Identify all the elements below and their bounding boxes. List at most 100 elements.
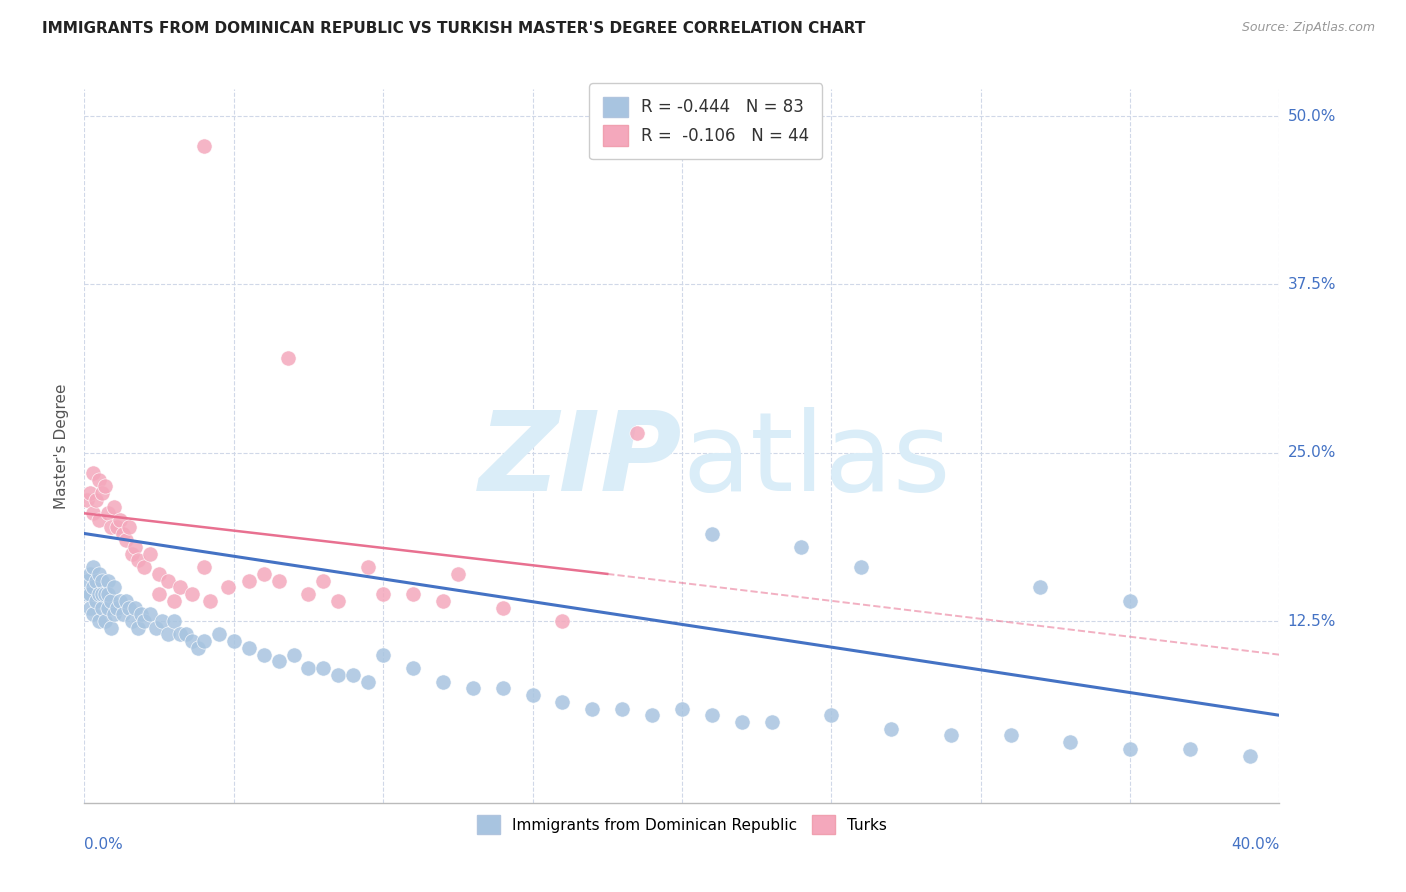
- Point: [198, 594, 221, 608]
- Point: [97, 587, 120, 601]
- Point: [181, 587, 204, 601]
- Point: [91, 587, 114, 601]
- Point: [283, 648, 305, 662]
- Point: [297, 661, 319, 675]
- Point: [551, 614, 574, 628]
- Y-axis label: Master's Degree: Master's Degree: [53, 384, 69, 508]
- Text: IMMIGRANTS FROM DOMINICAN REPUBLIC VS TURKISH MASTER'S DEGREE CORRELATION CHART: IMMIGRANTS FROM DOMINICAN REPUBLIC VS TU…: [42, 21, 866, 37]
- Point: [86, 574, 108, 588]
- Point: [82, 580, 104, 594]
- Point: [91, 486, 114, 500]
- Point: [100, 621, 122, 635]
- Point: [82, 607, 104, 622]
- Point: [1029, 580, 1052, 594]
- Point: [103, 607, 125, 622]
- Point: [145, 621, 167, 635]
- Point: [79, 587, 101, 601]
- Point: [121, 547, 143, 561]
- Point: [127, 621, 149, 635]
- Point: [432, 674, 454, 689]
- Point: [115, 533, 138, 548]
- Point: [447, 566, 470, 581]
- Point: [1059, 735, 1081, 749]
- Point: [139, 607, 162, 622]
- Point: [94, 614, 117, 628]
- Point: [700, 708, 723, 723]
- Legend: Immigrants from Dominican Republic, Turks: Immigrants from Dominican Republic, Turk…: [470, 807, 894, 841]
- Point: [761, 714, 783, 729]
- Point: [79, 486, 101, 500]
- Text: 25.0%: 25.0%: [1288, 445, 1336, 460]
- Point: [181, 634, 204, 648]
- Point: [148, 587, 170, 601]
- Point: [148, 566, 170, 581]
- Point: [110, 594, 132, 608]
- Point: [112, 526, 135, 541]
- Point: [328, 668, 350, 682]
- Point: [174, 627, 197, 641]
- Point: [94, 587, 117, 601]
- Point: [115, 594, 138, 608]
- Point: [132, 614, 156, 628]
- Point: [193, 634, 215, 648]
- Text: 12.5%: 12.5%: [1288, 614, 1336, 629]
- Point: [357, 674, 380, 689]
- Point: [217, 580, 239, 594]
- Point: [342, 668, 364, 682]
- Point: [86, 492, 108, 507]
- Point: [82, 560, 104, 574]
- Point: [267, 655, 290, 669]
- Point: [110, 513, 132, 527]
- Text: Source: ZipAtlas.com: Source: ZipAtlas.com: [1241, 21, 1375, 35]
- Point: [253, 648, 276, 662]
- Point: [851, 560, 873, 574]
- Point: [76, 492, 98, 507]
- Point: [124, 540, 146, 554]
- Point: [89, 513, 111, 527]
- Point: [89, 614, 111, 628]
- Point: [89, 566, 111, 581]
- Point: [208, 627, 231, 641]
- Point: [86, 594, 108, 608]
- Point: [100, 520, 122, 534]
- Point: [1119, 594, 1142, 608]
- Point: [238, 640, 260, 655]
- Point: [267, 574, 290, 588]
- Point: [328, 594, 350, 608]
- Point: [312, 574, 335, 588]
- Point: [82, 466, 104, 480]
- Point: [671, 701, 693, 715]
- Text: 50.0%: 50.0%: [1288, 109, 1336, 124]
- Point: [357, 560, 380, 574]
- Point: [103, 500, 125, 514]
- Point: [277, 351, 299, 366]
- Point: [187, 640, 209, 655]
- Point: [129, 607, 152, 622]
- Text: ZIP: ZIP: [478, 407, 682, 514]
- Text: 0.0%: 0.0%: [84, 837, 124, 852]
- Point: [373, 587, 395, 601]
- Point: [79, 566, 101, 581]
- Point: [79, 600, 101, 615]
- Point: [76, 587, 98, 601]
- Point: [492, 600, 515, 615]
- Text: 40.0%: 40.0%: [1232, 837, 1279, 852]
- Point: [139, 547, 162, 561]
- Point: [89, 587, 111, 601]
- Point: [105, 520, 128, 534]
- Point: [297, 587, 319, 601]
- Point: [238, 574, 260, 588]
- Point: [97, 506, 120, 520]
- Point: [1178, 742, 1201, 756]
- Point: [157, 574, 180, 588]
- Point: [790, 540, 813, 554]
- Point: [253, 566, 276, 581]
- Point: [118, 520, 141, 534]
- Point: [402, 587, 425, 601]
- Point: [373, 648, 395, 662]
- Point: [492, 681, 515, 696]
- Point: [193, 138, 215, 153]
- Point: [118, 600, 141, 615]
- Point: [1000, 729, 1022, 743]
- Point: [76, 574, 98, 588]
